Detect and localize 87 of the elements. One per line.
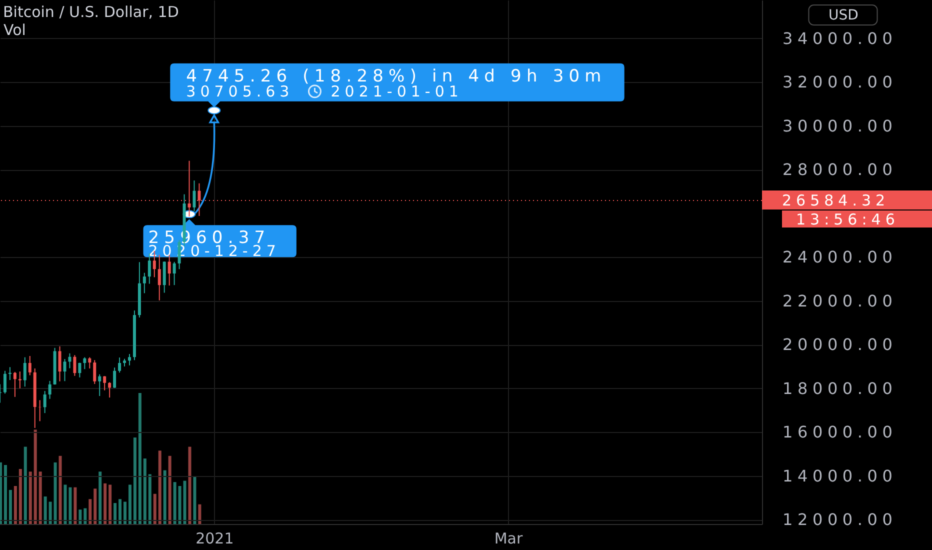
candlestick xyxy=(108,382,112,398)
bar xyxy=(182,480,186,524)
bar xyxy=(108,484,112,524)
ref-line-label: 26584.32 xyxy=(782,192,890,210)
bar xyxy=(43,496,46,524)
candlestick xyxy=(83,356,86,370)
bar xyxy=(113,503,116,524)
bar xyxy=(13,486,16,524)
y-tick-label: 28000.00 xyxy=(782,160,898,180)
y-tick-label: 34000.00 xyxy=(782,28,898,48)
bar xyxy=(68,487,72,524)
candlestick xyxy=(118,357,122,374)
bar xyxy=(38,472,42,524)
candlestick xyxy=(128,354,131,366)
candlestick xyxy=(88,356,92,369)
x-tick-label: Mar xyxy=(494,530,524,548)
candlestick xyxy=(43,390,46,414)
candlestick xyxy=(78,362,82,378)
y-axis-title: USD xyxy=(828,8,858,24)
bar xyxy=(63,484,66,524)
bar xyxy=(192,476,196,524)
candlestick xyxy=(3,370,6,394)
candlestick xyxy=(188,160,191,217)
y-tick-label: 16000.00 xyxy=(782,422,898,442)
bar xyxy=(148,474,151,524)
candlestick xyxy=(48,380,52,400)
bar xyxy=(33,430,36,524)
y-tick-label: 24000.00 xyxy=(782,248,898,267)
candlestick xyxy=(162,260,166,294)
bar xyxy=(8,490,12,524)
bar xyxy=(152,494,156,524)
candlestick xyxy=(8,366,12,381)
candlestick xyxy=(98,374,102,397)
bar xyxy=(128,484,131,524)
candlestick xyxy=(73,354,76,376)
candlestick xyxy=(93,360,96,384)
candlestick xyxy=(28,355,32,376)
bar xyxy=(178,486,181,524)
bar xyxy=(23,446,26,524)
bar xyxy=(53,462,56,524)
candlestick xyxy=(23,356,26,388)
bar xyxy=(162,470,166,524)
bar xyxy=(78,510,82,524)
bar xyxy=(158,450,161,524)
bar xyxy=(198,504,201,524)
candlestick xyxy=(58,346,62,382)
bar xyxy=(168,456,171,524)
chart-title: Bitcoin / U.S. Dollar, 1D xyxy=(3,3,179,21)
bar xyxy=(132,438,136,524)
candlestick xyxy=(63,358,66,382)
bar xyxy=(188,446,191,524)
bar xyxy=(98,472,102,524)
bar xyxy=(103,483,106,524)
y-tick-label: 18000.00 xyxy=(782,378,898,398)
bar xyxy=(142,458,146,524)
bar xyxy=(0,462,2,524)
candlestick xyxy=(113,367,116,388)
y-tick-label: 20000.00 xyxy=(782,335,898,354)
bar xyxy=(88,499,92,524)
bar xyxy=(28,472,32,524)
candlestick xyxy=(148,252,151,284)
bar xyxy=(118,499,122,524)
candlestick xyxy=(13,371,16,398)
candlestick xyxy=(18,371,22,389)
candlestick xyxy=(103,376,106,391)
text: 13:56:46 xyxy=(796,210,900,229)
candlestick xyxy=(68,352,72,369)
bar xyxy=(138,392,141,524)
bar xyxy=(3,465,6,524)
y-tick-label: 32000.00 xyxy=(782,72,898,92)
bar xyxy=(18,468,22,524)
candlestick xyxy=(192,180,196,212)
y-tick-label: 12000.00 xyxy=(782,510,898,530)
x-tick-label: 2021 xyxy=(196,530,234,548)
bar xyxy=(58,456,62,524)
chart-title: Vol xyxy=(3,21,26,40)
y-tick-label: 14000.00 xyxy=(782,466,898,486)
candlestick xyxy=(172,261,176,286)
bar xyxy=(93,488,96,524)
bar xyxy=(123,502,126,524)
bar xyxy=(73,487,76,524)
bar xyxy=(48,502,52,524)
y-tick-label: 22000.00 xyxy=(782,291,898,310)
bar xyxy=(172,482,176,524)
bar xyxy=(83,508,86,524)
candlestick xyxy=(142,272,146,294)
y-tick-label: 30000.00 xyxy=(782,116,898,136)
